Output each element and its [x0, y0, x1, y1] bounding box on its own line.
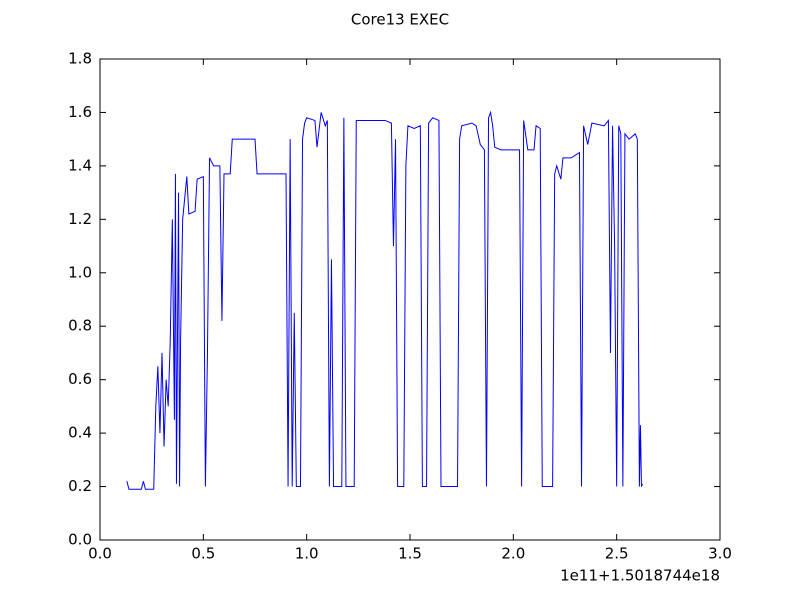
- y-tick-label: 1.6: [68, 103, 92, 121]
- x-tick-label: 2.5: [605, 545, 629, 563]
- x-offset-label: 1e11+1.5018744e18: [560, 567, 720, 585]
- y-tick-label: 0.2: [68, 477, 92, 495]
- x-tick-label: 3.0: [708, 545, 732, 563]
- y-tick-label: 0.4: [68, 424, 92, 442]
- x-tick-label: 0.0: [88, 545, 112, 563]
- x-tick-label: 2.0: [501, 545, 525, 563]
- y-tick-label: 0.0: [68, 531, 92, 549]
- y-tick-label: 1.8: [68, 50, 92, 68]
- y-tick-label: 1.4: [68, 156, 92, 174]
- y-tick-label: 0.6: [68, 370, 92, 388]
- chart-title: Core13 EXEC: [351, 11, 449, 29]
- x-tick-label: 1.5: [398, 545, 422, 563]
- plot-area: [126, 110, 643, 490]
- x-tick-label: 0.5: [191, 545, 215, 563]
- y-tick-label: 0.8: [68, 317, 92, 335]
- y-tick-label: 1.2: [68, 210, 92, 228]
- y-tick-label: 1.0: [68, 263, 92, 281]
- x-tick-label: 1.0: [295, 545, 319, 563]
- data-line: [126, 110, 643, 490]
